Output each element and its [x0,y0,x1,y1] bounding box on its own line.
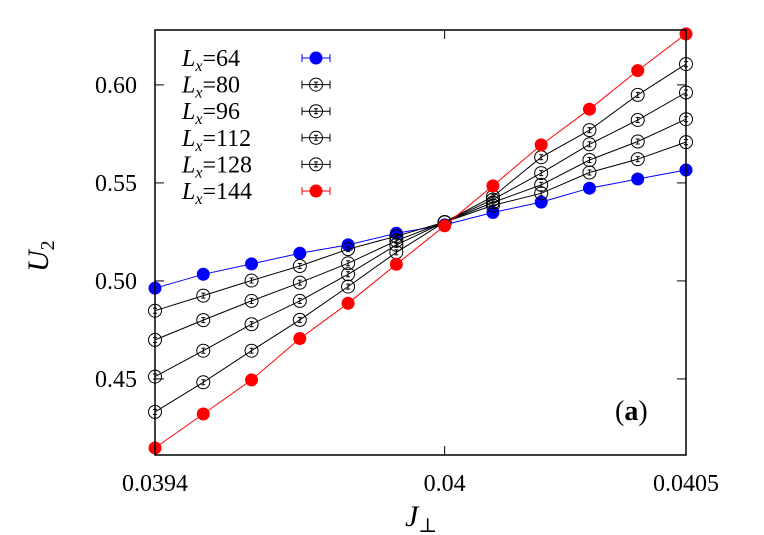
data-point [293,332,307,346]
data-point [341,296,355,310]
data-point [292,259,307,274]
data-point [582,165,597,180]
series-line [154,92,687,378]
legend-marker [309,77,323,92]
legend-label: Lx=144 [181,179,252,208]
data-point [582,123,597,138]
data-point [582,181,596,195]
data-point [196,267,210,281]
legend-label: Lx=112 [181,126,251,155]
data-point [582,102,596,116]
data-point [245,257,259,271]
legend-entry: Lx=64 [181,46,331,75]
data-point [630,152,645,167]
series-line [154,63,687,413]
data-point [293,246,307,260]
data-point [244,293,259,308]
legend-entry: Lx=96 [181,99,331,128]
data-point [341,267,356,282]
data-point [196,375,211,390]
x-axis-label: J⊥ [405,500,437,535]
y-tick-label: 0.50 [95,269,137,295]
data-point [292,275,307,290]
plot-frame [154,29,687,456]
y-tick-label: 0.55 [95,171,137,197]
x-tick-label: 0.0394 [122,471,188,497]
legend-entry: Lx=80 [181,73,331,102]
y-axis-label: U2 [22,240,59,272]
data-point [292,312,307,327]
legend-entry: Lx=128 [181,152,331,181]
data-point [534,177,549,192]
data-point [341,279,356,294]
legend-marker [309,157,323,172]
series-line [154,141,687,312]
data-point [534,166,549,181]
y-tick-label: 0.45 [95,367,137,393]
legend-marker [309,51,323,65]
data-point [389,257,403,271]
data-point [630,87,645,102]
data-point [534,138,548,152]
data-point [582,152,597,167]
legend-marker [309,104,323,119]
series-line [154,33,687,449]
series-line [154,118,687,341]
legend-entry: Lx=144 [181,179,331,208]
data-point [486,179,500,193]
data-point [196,288,211,303]
legend-label: Lx=64 [181,46,240,75]
legend-marker [309,130,323,145]
data-point [245,373,259,387]
data-point [341,242,356,257]
data-point [631,172,645,186]
data-point [244,343,259,358]
data-point [244,273,259,288]
data-point [582,137,597,152]
data-point [630,112,645,127]
data-point [534,150,549,165]
legend-label: Lx=80 [181,73,240,102]
data-point [292,293,307,308]
legend-label: Lx=128 [181,152,252,181]
data-point [630,134,645,149]
axes: 0.0394 0.04 0.0405 0.45 0.50 0.55 0.60 [95,30,719,497]
data-point [631,64,645,78]
legend-entry: Lx=112 [181,126,331,155]
y-tick-label: 0.60 [95,73,137,99]
x-tick-label: 0.04 [424,471,466,497]
data-point [196,407,210,421]
legend-label: Lx=96 [181,99,240,128]
data-point [341,256,356,271]
data-point [438,219,452,233]
data-point [486,206,500,220]
legend-marker [309,184,323,198]
data-point [196,313,211,328]
data-point [196,343,211,358]
x-tick-label: 0.0405 [653,471,719,497]
data-point [244,317,259,332]
panel-label: (a) [615,396,648,427]
